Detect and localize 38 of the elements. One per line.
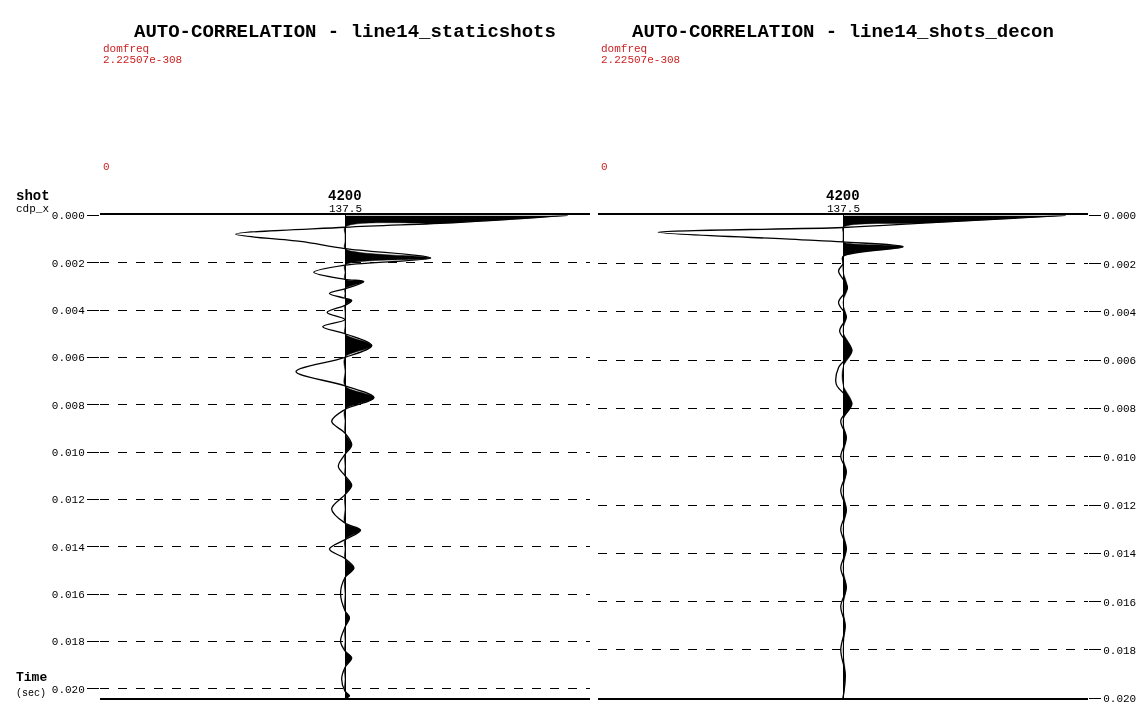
text: (sec): [16, 688, 47, 699]
y-tick-label: 0.018: [51, 636, 85, 649]
text: 2.22507e-308: [601, 54, 681, 66]
y-tick-label: 0.012: [51, 494, 85, 507]
y-tick-label: 0.014: [1103, 548, 1137, 561]
y-tick-label: 0.004: [1103, 306, 1137, 319]
text: shot: [16, 188, 50, 204]
chart-title: AUTO-CORRELATION - line14_shots_decon: [632, 21, 1054, 43]
text: 137.5: [827, 203, 861, 215]
y-tick-label: 0.006: [1103, 355, 1137, 368]
y-tick-label: 0.016: [1103, 596, 1137, 609]
y-tick-label: 0.000: [1103, 210, 1137, 223]
text: 0: [601, 161, 608, 173]
y-tick-label: 0.008: [1103, 403, 1137, 416]
text: 137.5: [329, 203, 363, 215]
y-tick-label: 0.000: [51, 210, 85, 223]
y-tick-label: 0.002: [51, 257, 85, 270]
y-tick-label: 0.020: [1103, 693, 1137, 706]
text: 0: [103, 161, 110, 173]
text: cdp_x: [16, 203, 50, 215]
y-tick-label: 0.006: [51, 352, 85, 365]
y-tick-label: 0.004: [51, 304, 86, 317]
text: 4200: [826, 188, 860, 204]
text: 2.22507e-308: [103, 54, 183, 66]
text: domfreq: [103, 43, 150, 55]
y-tick-label: 0.010: [51, 446, 85, 459]
chart-title: AUTO-CORRELATION - line14_staticshots: [134, 21, 556, 43]
y-tick-label: 0.008: [51, 399, 85, 412]
text: 4200: [328, 188, 362, 204]
y-tick-label: 0.018: [1103, 644, 1137, 657]
y-axis-title: Time: [16, 670, 48, 685]
y-tick-label: 0.010: [1103, 451, 1137, 464]
y-tick-label: 0.020: [51, 683, 85, 696]
y-tick-label: 0.012: [1103, 499, 1137, 512]
y-tick-label: 0.016: [51, 588, 85, 601]
y-tick-label: 0.002: [1103, 258, 1137, 271]
text: domfreq: [601, 43, 648, 55]
y-tick-label: 0.014: [51, 541, 86, 554]
